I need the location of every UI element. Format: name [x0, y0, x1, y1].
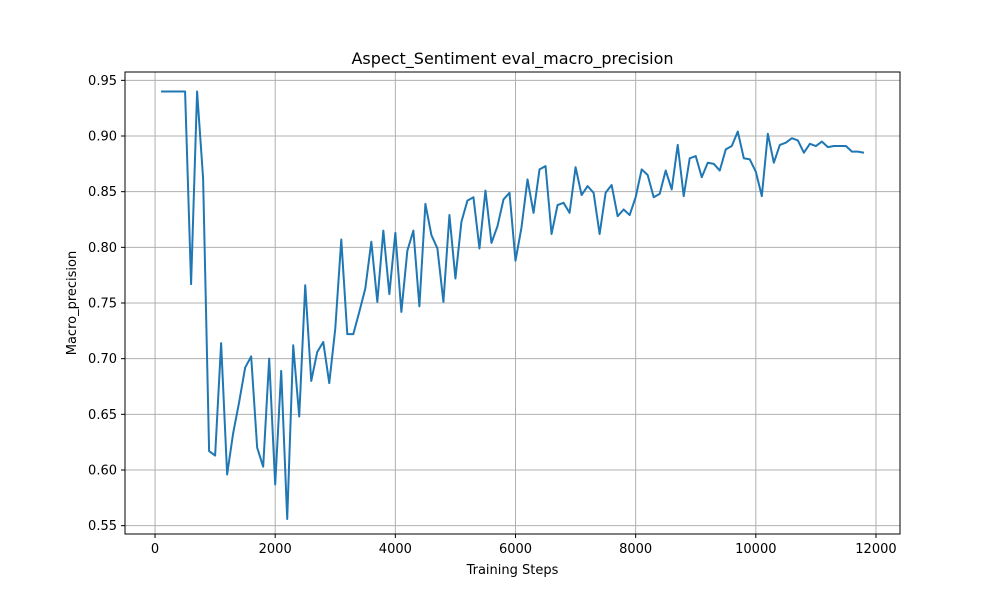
- x-tick-label: 10000: [735, 542, 776, 557]
- y-tick-label: 0.80: [88, 241, 117, 256]
- y-axis-label: Macro_precision: [65, 251, 80, 356]
- y-tick-label: 0.85: [88, 185, 117, 200]
- x-tick-label: 6000: [499, 542, 532, 557]
- y-tick-label: 0.65: [88, 408, 117, 423]
- x-tick-label: 2000: [259, 542, 292, 557]
- x-tick-label: 4000: [379, 542, 412, 557]
- grid: [125, 72, 900, 534]
- x-tick-label: 0: [151, 542, 159, 557]
- y-tick-label: 0.95: [88, 74, 117, 89]
- y-tick-label: 0.75: [88, 297, 117, 312]
- y-tick-label: 0.55: [88, 519, 117, 534]
- y-tick-label: 0.60: [88, 463, 117, 478]
- chart-title: Aspect_Sentiment eval_macro_precision: [351, 49, 673, 69]
- x-tick-label: 12000: [855, 542, 896, 557]
- axis-ticks: 0 2000 4000 6000 8000 10000 12000 0.55 0.60 0.65 0…: [88, 74, 897, 557]
- x-axis-label: Training Steps: [466, 563, 559, 578]
- y-tick-label: 0.90: [88, 130, 117, 145]
- series-line: [161, 90, 865, 520]
- y-tick-label: 0.70: [88, 352, 117, 367]
- x-tick-label: 8000: [619, 542, 652, 557]
